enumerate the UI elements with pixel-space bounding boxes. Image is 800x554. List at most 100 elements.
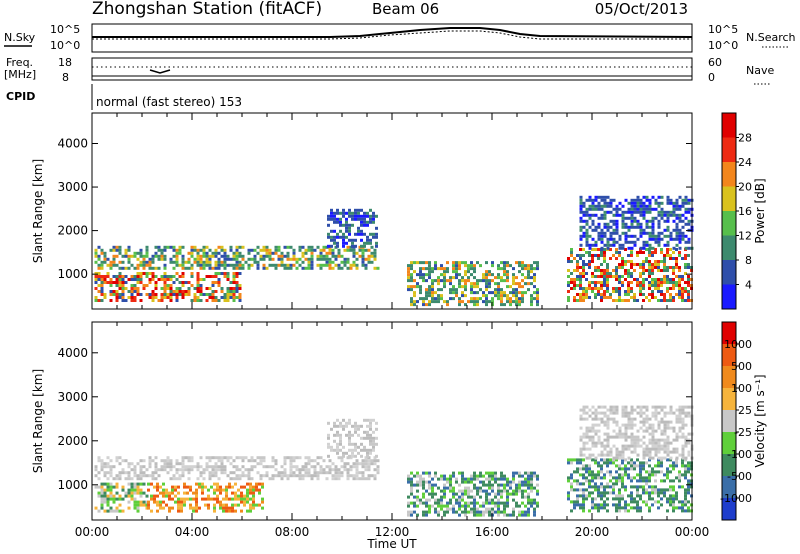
echo-cell <box>133 485 137 489</box>
echo-cell <box>222 488 225 492</box>
echo-cell <box>512 480 515 484</box>
echo-cell <box>530 294 533 298</box>
echo-cell <box>115 459 119 463</box>
echo-cell <box>600 458 603 462</box>
echo-cell <box>500 471 503 475</box>
echo-cell <box>163 248 167 252</box>
echo-cell <box>219 503 222 507</box>
echo-cell <box>533 513 536 517</box>
echo-cell <box>678 506 681 510</box>
echo-cell <box>327 442 330 446</box>
echo-cell <box>642 243 646 247</box>
echo-cell <box>434 507 437 511</box>
echo-cell <box>325 263 329 267</box>
echo-cell <box>606 290 609 293</box>
echo-cell <box>154 462 158 466</box>
echo-cell <box>609 479 612 483</box>
echo-cell <box>410 513 413 517</box>
echo-cell <box>334 471 338 475</box>
echo-cell <box>375 427 378 431</box>
echo-cell <box>672 228 676 232</box>
echo-cell <box>178 290 182 293</box>
echo-cell <box>319 465 323 469</box>
echo-cell <box>521 264 524 268</box>
echo-cell <box>183 497 186 501</box>
echo-cell <box>235 263 239 267</box>
echo-cell <box>366 235 369 239</box>
echo-cell <box>645 207 649 211</box>
echo-cell <box>648 260 651 263</box>
echo-cell <box>148 281 152 284</box>
echo-cell <box>669 234 673 238</box>
echo-cell <box>606 509 609 513</box>
echo-cell <box>681 290 684 293</box>
echo-cell <box>201 482 204 486</box>
echo-cell <box>591 198 595 202</box>
echo-cell <box>205 287 209 290</box>
echo-cell <box>118 494 122 498</box>
echo-cell <box>94 299 98 302</box>
echo-cell <box>573 257 576 260</box>
echo-cell <box>307 248 311 252</box>
echo-cell <box>624 240 628 244</box>
echo-cell <box>485 261 488 265</box>
echo-cell <box>527 483 530 487</box>
echo-cell <box>292 263 296 267</box>
echo-cell <box>196 248 200 252</box>
echo-cell <box>684 210 688 214</box>
echo-cell <box>642 450 646 454</box>
echo-cell <box>446 507 449 511</box>
echo-cell <box>675 408 679 412</box>
echo-cell <box>636 222 640 226</box>
echo-cell <box>473 486 476 490</box>
echo-cell <box>645 503 648 507</box>
echo-cell <box>364 462 368 466</box>
echo-cell <box>345 235 348 239</box>
echo-cell <box>609 411 613 415</box>
echo-cell <box>527 513 530 517</box>
echo-cell <box>687 207 691 211</box>
echo-cell <box>160 299 164 302</box>
echo-cell <box>232 272 236 275</box>
echo-cell <box>675 494 678 498</box>
echo-cell <box>609 405 613 409</box>
echo-cell <box>582 296 585 299</box>
echo-cell <box>183 485 186 489</box>
echo-cell <box>222 509 225 513</box>
echo-cell <box>597 222 601 226</box>
echo-cell <box>301 254 305 258</box>
echo-cell <box>343 468 347 472</box>
echo-cell <box>603 485 606 489</box>
echo-cell <box>100 263 104 267</box>
echo-cell <box>337 254 341 258</box>
echo-cell <box>491 297 494 301</box>
echo-cell <box>530 489 533 493</box>
echo-cell <box>579 281 582 284</box>
echo-cell <box>307 468 311 472</box>
echo-cell <box>187 456 191 460</box>
echo-cell <box>100 284 104 287</box>
echo-cell <box>669 213 673 217</box>
echo-cell <box>615 458 618 462</box>
echo-cell <box>175 296 179 299</box>
echo-cell <box>342 418 345 422</box>
echo-cell <box>177 497 180 501</box>
echo-cell <box>193 257 197 261</box>
echo-cell <box>205 263 209 267</box>
echo-cell <box>603 243 607 247</box>
echo-cell <box>223 296 227 299</box>
echo-cell <box>348 418 351 422</box>
echo-cell <box>419 291 422 295</box>
echo-cell <box>582 464 585 468</box>
echo-cell <box>336 211 339 215</box>
echo-cell <box>588 225 592 229</box>
echo-cell <box>612 405 616 409</box>
echo-cell <box>249 488 252 492</box>
echo-cell <box>660 405 664 409</box>
echo-cell <box>672 485 675 489</box>
echo-cell <box>582 503 585 507</box>
echo-cell <box>657 210 661 214</box>
echo-cell <box>201 488 204 492</box>
echo-cell <box>648 287 651 290</box>
echo-cell <box>109 474 113 478</box>
